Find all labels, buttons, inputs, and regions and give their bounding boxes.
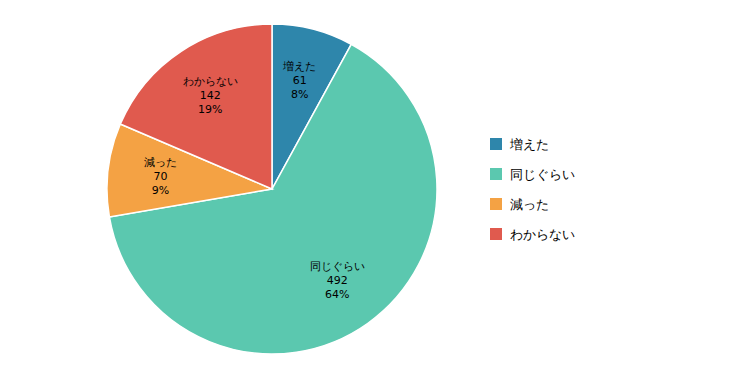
data-label-line: わからない bbox=[183, 75, 238, 88]
legend-swatch bbox=[490, 198, 502, 210]
legend-item: 同じぐらい bbox=[490, 167, 575, 182]
data-label-line: 同じぐらい bbox=[310, 260, 365, 273]
legend-swatch bbox=[490, 168, 502, 180]
data-label: 減った709% bbox=[144, 156, 177, 197]
legend-item: 減った bbox=[490, 197, 549, 212]
legend-swatch bbox=[490, 138, 502, 150]
data-label-line: 492 bbox=[327, 274, 348, 287]
data-label: わからない14219% bbox=[183, 75, 238, 116]
legend: 増えた同じぐらい減ったわからない bbox=[490, 137, 575, 242]
legend-label: わからない bbox=[510, 227, 575, 242]
data-label-line: 70 bbox=[154, 170, 168, 183]
data-label-line: 61 bbox=[293, 74, 307, 87]
data-label-line: 増えた bbox=[282, 60, 316, 73]
chart-svg: 増えた618%同じぐらい49264%減った709%わからない14219%増えた同… bbox=[0, 0, 756, 378]
data-label-line: 19% bbox=[198, 103, 222, 116]
legend-label: 減った bbox=[510, 197, 549, 212]
data-label-line: 減った bbox=[144, 156, 177, 169]
data-label: 増えた618% bbox=[282, 60, 316, 101]
legend-swatch bbox=[490, 228, 502, 240]
data-label-line: 142 bbox=[200, 89, 221, 102]
legend-item: 増えた bbox=[490, 137, 549, 152]
pie-group bbox=[107, 24, 437, 354]
data-label-line: 8% bbox=[291, 88, 308, 101]
legend-item: わからない bbox=[490, 227, 575, 242]
pie-slice bbox=[120, 24, 272, 189]
data-label-line: 64% bbox=[325, 288, 349, 301]
data-label: 同じぐらい49264% bbox=[310, 260, 365, 301]
chart-container: 増えた618%同じぐらい49264%減った709%わからない14219%増えた同… bbox=[0, 0, 756, 378]
legend-label: 増えた bbox=[509, 137, 549, 152]
data-label-line: 9% bbox=[152, 184, 169, 197]
legend-label: 同じぐらい bbox=[510, 167, 575, 182]
data-labels: 増えた618% 同じぐらい49264% 減った709% わからない14219% bbox=[144, 60, 365, 301]
